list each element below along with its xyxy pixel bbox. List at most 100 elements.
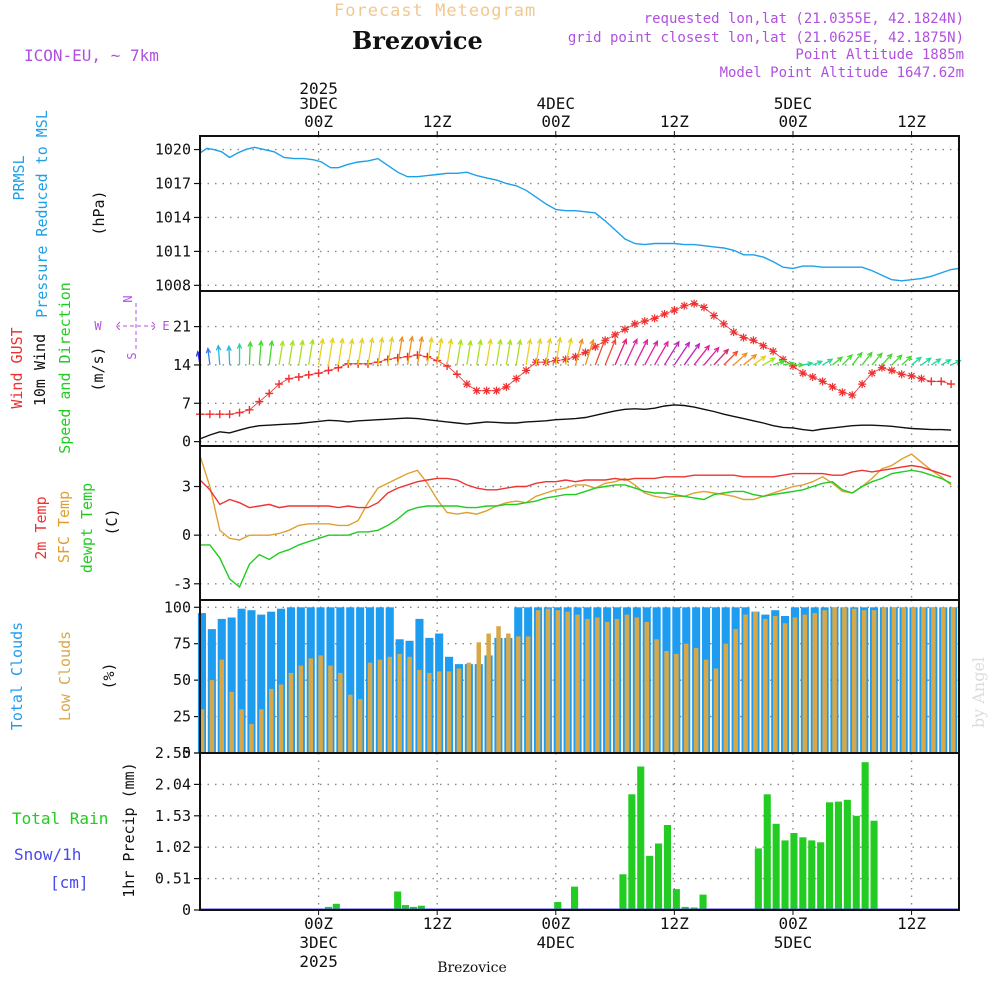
wind-label-10m: 10m Wind [31, 334, 49, 406]
gust-marker [452, 370, 461, 379]
wind-arrow [802, 362, 813, 366]
compass-north: N [121, 295, 135, 302]
bottom-hour-label: 00Z [304, 914, 333, 933]
low-cloud-bar [861, 610, 867, 753]
gust-marker [917, 374, 926, 383]
low-cloud-bar [605, 621, 610, 753]
wind-arrow-head [348, 338, 355, 345]
temp-unit: (C) [103, 508, 121, 535]
low-cloud-bar [703, 659, 709, 753]
wind-arrow [476, 340, 482, 366]
rain-bar [808, 840, 816, 910]
wind-arrow-head [621, 338, 628, 345]
temp-label-dewpt: dewpt Temp [78, 483, 96, 573]
low-cloud-bar [614, 618, 620, 753]
model-point-altitude: Model Point Altitude 1647.62m [720, 65, 964, 81]
bottom-hour-label: 12Z [897, 914, 926, 933]
low-cloud-bar [634, 617, 640, 753]
top-hour-label: 12Z [660, 112, 689, 131]
wind-arrow-head [632, 338, 638, 345]
gust-marker [591, 342, 600, 351]
wind-arrow-head [866, 351, 873, 358]
low-cloud-bar [802, 614, 808, 753]
wind-arrow [367, 338, 374, 366]
wind-arrow [930, 358, 941, 366]
wind-arrow [416, 336, 423, 366]
low-cloud-bar [338, 672, 343, 753]
low-cloud-bar [723, 643, 729, 753]
wind-arrow [683, 343, 700, 366]
wind-arrow [357, 338, 364, 366]
wind-arrow [495, 339, 502, 366]
wind-arrow [278, 341, 284, 366]
wind-arrow [703, 347, 720, 366]
wind-arrow-head [506, 338, 513, 346]
dewpt-temp-line [200, 469, 952, 589]
wind-arrow-head [906, 355, 913, 362]
pressure-tick-label: 1020 [155, 141, 191, 159]
wind-arrow [466, 340, 472, 366]
clouds-tick-label: 50 [173, 671, 191, 689]
wind-arrow [832, 356, 843, 366]
wind-arrow-head [876, 352, 883, 359]
pressure-line [199, 146, 960, 282]
wind-arrow [456, 340, 462, 366]
low-cloud-bar [585, 618, 590, 753]
rain-bar [571, 886, 579, 910]
low-cloud-bar [693, 648, 699, 753]
low-cloud-bar [269, 688, 274, 753]
low-cloud-bar [565, 611, 570, 753]
wind-arrow [298, 340, 304, 366]
wind-arrow-head [477, 338, 483, 346]
precip-unit: 1hr Precip (mm) [120, 762, 138, 897]
low-cloud-bar [318, 655, 323, 753]
total-cloud-bar [227, 617, 236, 753]
pressure-label-line1: PRMSL [10, 155, 28, 200]
wind-arrow [525, 339, 531, 366]
clouds-label-total: Total Clouds [8, 622, 26, 730]
gust-marker [423, 352, 432, 361]
gust-marker [225, 410, 234, 419]
top-day-label: 4DEC [537, 94, 576, 113]
wind-arrow [753, 355, 766, 366]
wind-arrow [397, 336, 403, 366]
low-cloud-bar [298, 665, 304, 753]
location-title: Brezovice [352, 26, 483, 55]
bottom-hour-label: 00Z [779, 914, 808, 933]
gust-marker [492, 386, 501, 395]
wind-arrow-head [846, 354, 853, 361]
wind-arrow-head [751, 353, 758, 360]
wind-arrow [436, 338, 443, 366]
low-cloud-bar [496, 626, 501, 753]
wind-arrow-head [567, 337, 574, 344]
low-cloud-bar [486, 633, 491, 753]
wind-arrow-head [600, 338, 606, 346]
temp-label-2m: 2m Temp [32, 496, 50, 559]
watermark: by Angel [969, 657, 988, 728]
bottom-day-label: 4DEC [537, 933, 576, 952]
wind-arrow [634, 339, 648, 366]
gust-marker [739, 333, 748, 342]
wind-arrow-head [663, 340, 669, 347]
wind-arrow-head [309, 338, 315, 345]
gust-marker [779, 355, 788, 364]
rain-bar [772, 823, 780, 910]
wind-arrow [723, 351, 738, 366]
gust-marker [680, 301, 689, 310]
total-cloud-bar [247, 610, 256, 753]
wind-arrow [891, 354, 903, 366]
total-cloud-bar [277, 608, 286, 753]
top-day-label: 3DEC [299, 94, 338, 113]
wind-arrow-head [856, 351, 863, 358]
wind-arrow-head [611, 338, 617, 345]
wind-arrow-head [732, 350, 739, 357]
bottom-year-label: 2025 [299, 952, 338, 971]
low-cloud-bar [229, 691, 234, 753]
gust-marker [255, 397, 264, 406]
wind-arrow-head [807, 361, 814, 367]
low-cloud-bar [407, 656, 412, 753]
gust-marker [818, 377, 827, 386]
sfc-temp-line [199, 453, 952, 541]
